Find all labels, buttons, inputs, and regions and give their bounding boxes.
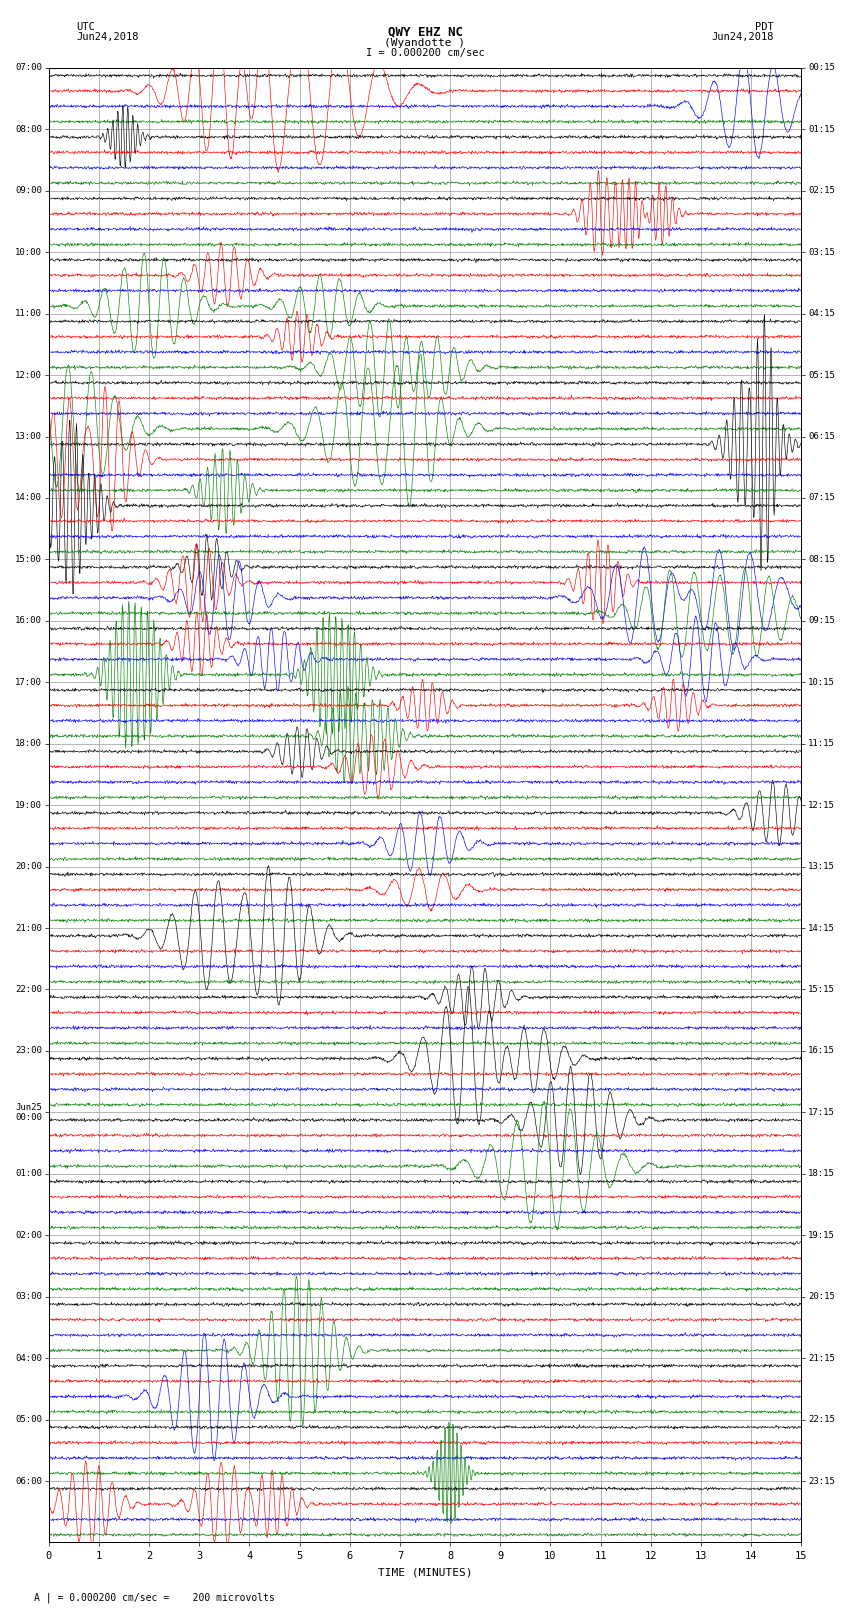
Text: A | = 0.000200 cm/sec =    200 microvolts: A | = 0.000200 cm/sec = 200 microvolts (34, 1592, 275, 1603)
Text: Jun24,2018: Jun24,2018 (76, 32, 139, 42)
Text: UTC: UTC (76, 23, 95, 32)
Text: (Wyandotte ): (Wyandotte ) (384, 39, 466, 48)
Text: PDT: PDT (755, 23, 774, 32)
Text: I = 0.000200 cm/sec: I = 0.000200 cm/sec (366, 48, 484, 58)
Text: Jun24,2018: Jun24,2018 (711, 32, 774, 42)
Text: QWY EHZ NC: QWY EHZ NC (388, 26, 462, 39)
X-axis label: TIME (MINUTES): TIME (MINUTES) (377, 1568, 473, 1578)
